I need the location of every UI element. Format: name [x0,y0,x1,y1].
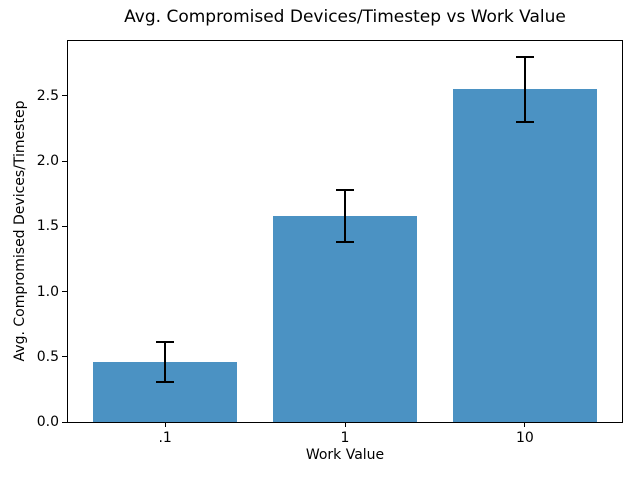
bar [452,89,597,422]
y-axis-tick [62,291,67,293]
error-bar-cap-top [515,55,534,58]
y-axis-tick [62,421,67,423]
error-bar-cap-top [156,341,175,344]
error-bar-cap-bottom [515,120,534,123]
chart-title: Avg. Compromised Devices/Timestep vs Wor… [124,7,566,27]
error-bar-line [523,56,526,122]
x-tick-label: 1 [340,430,350,446]
x-axis-tick [164,422,166,427]
y-tick-label: 1.5 [36,218,59,235]
y-tick-label: 2.5 [36,87,59,104]
x-tick-label: 10 [515,430,534,446]
x-axis-tick [344,422,346,427]
y-tick-label: 0.0 [36,414,59,430]
error-bar-line [164,342,167,382]
y-tick-label: 0.5 [36,348,59,365]
x-tick-label: .1 [158,430,172,446]
x-axis-label: Work Value [305,447,385,463]
y-axis-tick [62,160,67,162]
x-axis-tick [524,422,526,427]
y-tick-label: 1.0 [36,283,59,300]
error-bar-cap-bottom [156,380,175,383]
error-bar-cap-bottom [336,240,354,243]
y-axis-tick [62,356,67,358]
y-tick-label: 2.0 [36,153,59,170]
error-bar-cap-top [336,188,354,191]
plot-area: 0.0 0.5 1.0 1.5 2.0 2.5 .1 1 10 [37,40,623,445]
error-bar-line [344,189,346,242]
y-axis-tick [62,95,67,97]
y-axis-tick [62,225,67,227]
bar [273,215,417,422]
